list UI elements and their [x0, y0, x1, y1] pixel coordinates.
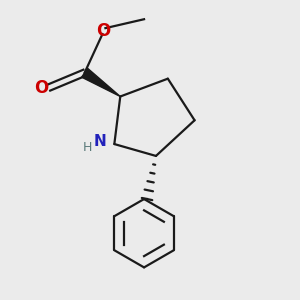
Text: O: O [96, 22, 110, 40]
Text: O: O [34, 79, 49, 97]
Text: N: N [94, 134, 106, 148]
Polygon shape [82, 68, 120, 97]
Text: H: H [82, 141, 92, 154]
